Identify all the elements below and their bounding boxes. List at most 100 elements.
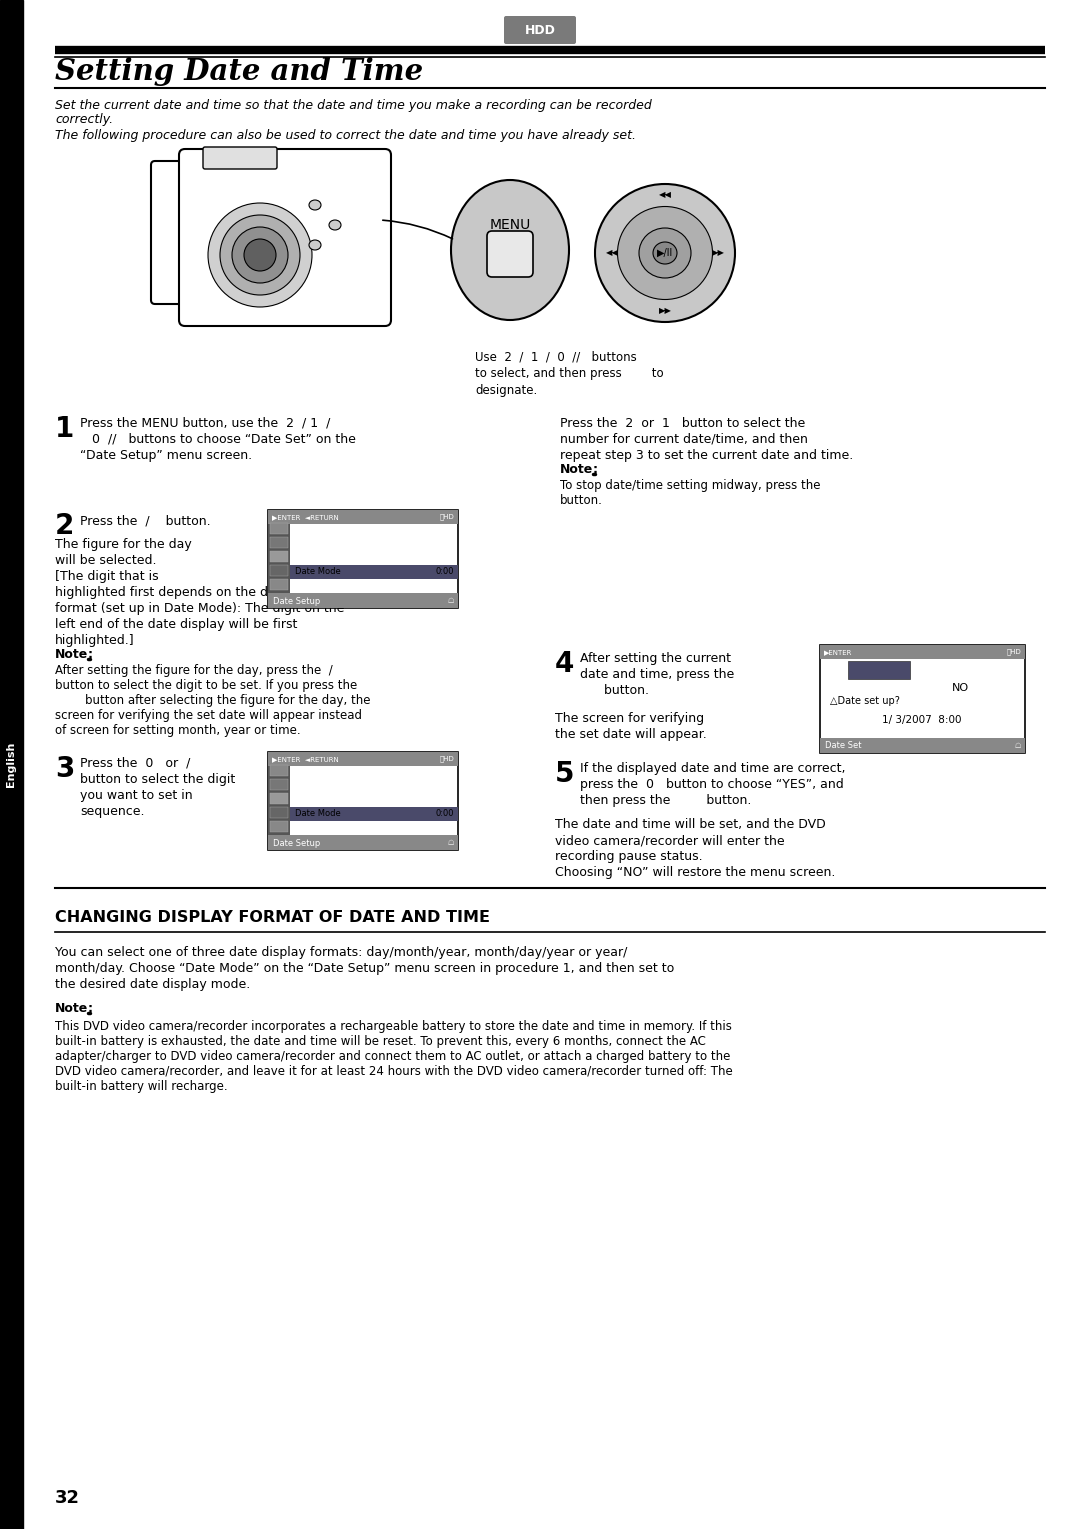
Bar xyxy=(270,550,288,563)
Bar xyxy=(270,807,288,818)
Text: 1/ 2007: 1/ 2007 xyxy=(422,824,454,832)
Ellipse shape xyxy=(639,228,691,278)
Ellipse shape xyxy=(309,240,321,251)
Text: ⎉HD: ⎉HD xyxy=(1007,648,1021,656)
Text: HDD: HDD xyxy=(525,23,555,37)
Text: You can select one of three date display formats: day/month/year, month/day/year: You can select one of three date display… xyxy=(55,946,627,959)
Text: [The digit that is: [The digit that is xyxy=(55,570,159,583)
Text: “Date Setup” menu screen.: “Date Setup” menu screen. xyxy=(80,450,252,462)
Bar xyxy=(820,645,1025,659)
Bar xyxy=(848,661,910,679)
Ellipse shape xyxy=(309,200,321,209)
Text: designate.: designate. xyxy=(475,384,537,398)
Text: screen for verifying the set date will appear instead: screen for verifying the set date will a… xyxy=(55,709,362,722)
Text: press the  0   button to choose “YES”, and: press the 0 button to choose “YES”, and xyxy=(580,778,843,790)
Text: ◀◀: ◀◀ xyxy=(659,191,672,199)
Text: Set the current date and time so that the date and time you make a recording can: Set the current date and time so that th… xyxy=(55,98,651,112)
Text: format (set up in Date Mode): The digit on the: format (set up in Date Mode): The digit … xyxy=(55,602,345,615)
Text: CHANGING DISPLAY FORMAT OF DATE AND TIME: CHANGING DISPLAY FORMAT OF DATE AND TIME xyxy=(55,910,490,925)
Text: 2: 2 xyxy=(55,512,75,540)
FancyBboxPatch shape xyxy=(179,148,391,326)
Text: 32: 32 xyxy=(55,1489,80,1508)
Text: highlighted first depends on the date display: highlighted first depends on the date di… xyxy=(55,586,337,599)
Bar xyxy=(270,794,288,804)
Text: ▶▶: ▶▶ xyxy=(659,306,672,315)
Bar xyxy=(0,0,23,1529)
Text: ⎉HD: ⎉HD xyxy=(440,755,454,763)
Text: ▶ENTER  ◄RETURN: ▶ENTER ◄RETURN xyxy=(272,514,339,520)
Text: the desired date display mode.: the desired date display mode. xyxy=(55,979,251,991)
Bar xyxy=(291,566,458,579)
Ellipse shape xyxy=(232,226,288,283)
Text: Date Setup: Date Setup xyxy=(273,838,321,847)
Text: 1/ 3/2007  8:00: 1/ 3/2007 8:00 xyxy=(882,716,962,725)
Text: built-in battery is exhausted, the date and time will be reset. To prevent this,: built-in battery is exhausted, the date … xyxy=(55,1035,706,1047)
Text: left end of the date display will be first: left end of the date display will be fir… xyxy=(55,618,297,631)
Bar xyxy=(270,579,288,590)
Text: 0:00: 0:00 xyxy=(435,567,454,576)
Text: Date Set: Date Set xyxy=(295,581,332,590)
FancyBboxPatch shape xyxy=(487,231,534,277)
Bar xyxy=(270,523,288,534)
Text: :: : xyxy=(87,648,93,661)
Text: ◀◀: ◀◀ xyxy=(606,249,619,257)
Text: repeat step 3 to set the current date and time.: repeat step 3 to set the current date an… xyxy=(561,450,853,462)
Text: NO: NO xyxy=(951,683,969,693)
Text: :: : xyxy=(593,463,598,476)
Ellipse shape xyxy=(653,242,677,265)
Text: ▶ENTER  ◄RETURN: ▶ENTER ◄RETURN xyxy=(272,755,339,761)
Text: After setting the figure for the day, press the  /: After setting the figure for the day, pr… xyxy=(55,664,333,677)
Text: recording pause status.: recording pause status. xyxy=(555,850,703,862)
Bar xyxy=(820,645,1025,752)
Bar xyxy=(270,537,288,547)
Text: button to select the digit: button to select the digit xyxy=(80,774,235,786)
Text: Date Mode: Date Mode xyxy=(295,567,341,576)
Ellipse shape xyxy=(595,183,735,323)
Text: will be selected.: will be selected. xyxy=(55,553,157,567)
Text: The date and time will be set, and the DVD: The date and time will be set, and the D… xyxy=(555,818,826,830)
Text: Press the  2  or  1   button to select the: Press the 2 or 1 button to select the xyxy=(561,417,806,430)
Text: 1: 1 xyxy=(55,414,75,443)
Bar xyxy=(291,807,458,821)
Text: Date Set: Date Set xyxy=(295,824,332,832)
Text: ☖: ☖ xyxy=(448,839,454,846)
Text: Press the  0   or  /: Press the 0 or / xyxy=(80,757,190,771)
Text: English: English xyxy=(6,742,16,787)
Text: Use  2  /  1  /  0  //   buttons: Use 2 / 1 / 0 // buttons xyxy=(475,350,637,362)
Ellipse shape xyxy=(208,203,312,307)
Text: button.: button. xyxy=(580,683,649,697)
Text: Date Set: Date Set xyxy=(825,742,862,751)
Text: ▶▶: ▶▶ xyxy=(712,249,725,257)
Text: Press the MENU button, use the  2  / 1  /: Press the MENU button, use the 2 / 1 / xyxy=(80,417,330,430)
Text: The screen for verifying: The screen for verifying xyxy=(555,713,704,725)
Text: ▶/ll: ▶/ll xyxy=(657,248,673,258)
Text: Choosing “NO” will restore the menu screen.: Choosing “NO” will restore the menu scre… xyxy=(555,865,835,879)
Bar xyxy=(270,821,288,832)
Text: Note: Note xyxy=(55,648,89,661)
Bar xyxy=(270,566,288,576)
Bar xyxy=(268,752,458,766)
FancyBboxPatch shape xyxy=(504,15,576,44)
Text: sequence.: sequence. xyxy=(80,804,145,818)
Text: ⎉HD: ⎉HD xyxy=(440,514,454,520)
Text: The following procedure can also be used to correct the date and time you have a: The following procedure can also be used… xyxy=(55,130,636,142)
Text: of screen for setting month, year or time.: of screen for setting month, year or tim… xyxy=(55,725,300,737)
Bar xyxy=(270,778,288,790)
Text: YES: YES xyxy=(868,683,890,693)
Text: 0  //   buttons to choose “Date Set” on the: 0 // buttons to choose “Date Set” on the xyxy=(80,433,356,446)
Text: Note: Note xyxy=(561,463,593,476)
Bar xyxy=(820,739,1025,752)
Bar xyxy=(268,593,458,609)
Text: you want to set in: you want to set in xyxy=(80,789,192,803)
Text: 4: 4 xyxy=(555,650,575,677)
Text: 5: 5 xyxy=(555,760,575,787)
Bar xyxy=(268,511,291,593)
Text: ☖: ☖ xyxy=(1015,743,1021,749)
Text: button.: button. xyxy=(561,494,603,508)
Text: highlighted.]: highlighted.] xyxy=(55,635,135,647)
Bar xyxy=(268,511,458,609)
Text: ▶ENTER: ▶ENTER xyxy=(824,648,852,654)
Text: If the displayed date and time are correct,: If the displayed date and time are corre… xyxy=(580,761,846,775)
Text: adapter/charger to DVD video camera/recorder and connect them to AC outlet, or a: adapter/charger to DVD video camera/reco… xyxy=(55,1050,730,1063)
Text: month/day. Choose “Date Mode” on the “Date Setup” menu screen in procedure 1, an: month/day. Choose “Date Mode” on the “Da… xyxy=(55,962,674,976)
